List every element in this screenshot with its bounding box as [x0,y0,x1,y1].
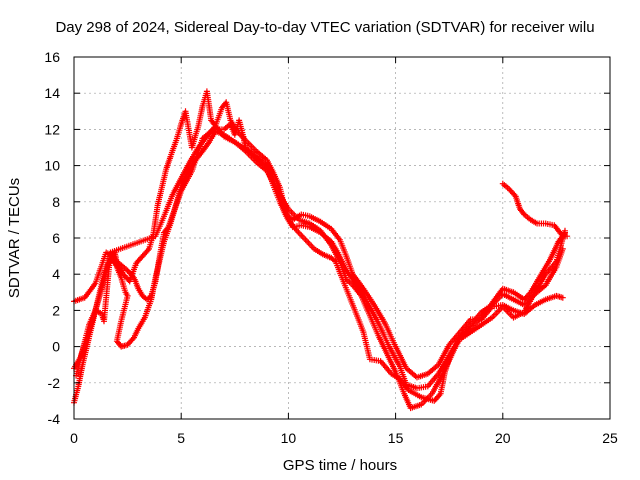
y-tick-label: 14 [44,85,60,101]
y-tick-label: 10 [44,158,60,174]
data-points [71,88,571,412]
y-tick-label: 2 [52,302,60,318]
x-tick-label: 20 [495,430,511,446]
axis-ticks [73,56,611,420]
x-axis-label: GPS time / hours [283,457,397,474]
y-tick-label: -4 [48,411,61,427]
plus-markers [71,117,566,381]
x-tick-label: 5 [177,430,185,446]
x-tick-label: 25 [602,430,618,446]
y-tick-label: 16 [44,49,60,65]
plus-markers [71,128,566,406]
plus-markers [499,180,571,240]
series-trace-b [71,128,566,406]
y-tick-label: 4 [52,266,60,282]
series-trace-a [71,117,566,381]
x-tick-label: 0 [70,430,78,446]
series-trace-d [73,99,568,404]
chart-title: Day 298 of 2024, Sidereal Day-to-day VTE… [55,19,594,36]
y-tick-label: -2 [48,375,61,391]
x-tick-labels: 0 5 10 15 20 25 [70,430,618,446]
series-trace-e [499,180,571,240]
plus-markers [73,99,568,404]
y-tick-labels: -4 -2 0 2 4 6 8 10 12 14 16 [44,49,60,427]
x-tick-label: 15 [388,430,404,446]
y-tick-label: 6 [52,230,60,246]
y-tick-label: 12 [44,121,60,137]
y-tick-label: 8 [52,194,60,210]
y-tick-label: 0 [52,339,60,355]
x-tick-label: 10 [281,430,297,446]
y-axis-label: SDTVAR / TECUs [6,178,23,298]
